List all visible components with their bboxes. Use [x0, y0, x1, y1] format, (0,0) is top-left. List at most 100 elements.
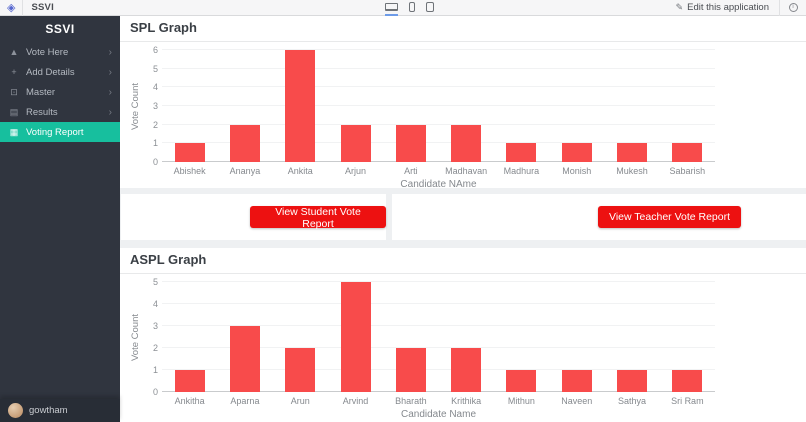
y-tick-label: 5: [152, 277, 158, 287]
topbar-divider: [22, 0, 24, 16]
x-tick-label: Sathya: [618, 396, 647, 406]
gridline: [162, 86, 715, 88]
ballot-icon: ▲: [9, 47, 19, 57]
desktop-view-icon[interactable]: [385, 0, 398, 16]
gridline: [162, 369, 715, 370]
y-tick-label: 2: [152, 343, 158, 353]
x-tick-label: Mukesh: [616, 166, 648, 176]
x-tick-label: Abishek: [173, 166, 206, 176]
x-tick-label: Arti: [404, 166, 418, 176]
master-icon: ⊡: [10, 86, 18, 97]
edit-application-button[interactable]: ✎ Edit this application: [666, 2, 779, 13]
y-tick-label: 5: [152, 63, 158, 74]
spl-graph-chart: Vote Count 0 1 2 3 4 5 6 Abishek Ananya Ankita Arju…: [120, 42, 806, 194]
bar-naveen: [561, 370, 592, 392]
y-tick-label: 1: [152, 365, 158, 375]
sidebar-user-footer[interactable]: gowtham: [0, 399, 120, 422]
bar-arti: [395, 124, 426, 162]
view-student-vote-report-button[interactable]: View Student Vote Report: [250, 206, 386, 230]
x-tick-label: Mithun: [507, 396, 535, 406]
app-logo-icon[interactable]: ◈: [7, 1, 16, 14]
info-icon: i: [788, 3, 798, 12]
sidebar-app-title: SSVI: [45, 22, 75, 36]
bar-mukesh: [617, 143, 648, 162]
bar-krithika: [451, 348, 482, 392]
sidebar-item-label: Add Details: [26, 66, 75, 78]
x-tick-label: Madhura: [503, 166, 540, 176]
x-tick-label: Madhavan: [445, 166, 488, 176]
spl-graph-card: SPL Graph Vote Count 0 1 2 3 4 5 6 Abishek Ananya…: [120, 16, 806, 190]
gridline: [162, 49, 715, 50]
sidebar-item-label: Results: [26, 106, 58, 118]
tablet-view-icon[interactable]: [426, 0, 434, 16]
phone-view-icon[interactable]: [409, 0, 415, 16]
gridline: [162, 281, 715, 282]
info-button[interactable]: i: [780, 0, 806, 15]
sidebar-item-vote-here[interactable]: ▲ Vote Here ›: [0, 42, 120, 62]
x-axis-line: [162, 161, 715, 162]
y-tick-label: 6: [152, 45, 158, 55]
sidebar-item-results[interactable]: ▤ Results ›: [0, 102, 120, 122]
bars-container: [162, 282, 715, 392]
main-content: SPL Graph Vote Count 0 1 2 3 4 5 6 Abishek Ananya…: [120, 16, 806, 422]
x-axis-label: Candidate NAme: [400, 179, 477, 190]
x-axis-label: Candidate Name: [400, 409, 477, 420]
bar-arun: [285, 348, 316, 392]
bar-ananya: [229, 124, 260, 162]
bar-arvind: [340, 282, 371, 392]
pencil-icon: ✎: [675, 2, 684, 12]
bar-sabarish: [672, 143, 703, 162]
voting-report-icon: ▦: [9, 126, 19, 137]
x-axis-line: [162, 391, 715, 392]
bar-sathya: [617, 370, 648, 392]
top-bar: ◈ SSVI ✎ Edit this application i: [0, 0, 806, 16]
x-tick-label: Arjun: [345, 166, 367, 176]
bar-madhura: [506, 143, 537, 162]
aspl-graph-title: ASPL Graph: [130, 252, 207, 267]
aspl-graph-chart: Vote Count 0 1 2 3 4 5 Ankitha Aparna Arun Arvind B…: [120, 274, 806, 422]
teacher-report-card: View Teacher Vote Report: [392, 194, 806, 240]
gridline: [162, 347, 715, 348]
sidebar-item-label: Master: [26, 86, 56, 98]
gridline: [162, 105, 715, 106]
add-details-icon: +: [11, 67, 17, 77]
bar-madhavan: [451, 124, 482, 162]
spl-graph-header: SPL Graph: [120, 16, 806, 42]
sidebar: SSVI ▲ Vote Here › + Add Details › ⊡ Master › ▤ Re…: [0, 16, 120, 422]
sidebar-item-label: Voting Report: [26, 126, 84, 138]
plot-area: 0 1 2 3 4 5: [153, 277, 715, 397]
bar-monish: [561, 143, 592, 162]
app-name: SSVI: [31, 2, 54, 13]
x-tick-label: Sri Ram: [671, 396, 704, 406]
x-tick-label: Ananya: [229, 166, 261, 176]
bar-ankitha: [174, 370, 205, 392]
x-tick-label: Arun: [290, 396, 310, 406]
sidebar-item-add-details[interactable]: + Add Details ›: [0, 62, 120, 82]
x-tick-label: Bharath: [395, 396, 427, 406]
x-tick-label: Aparna: [230, 396, 260, 406]
bar-arjun: [340, 124, 371, 162]
x-tick-label: Krithika: [451, 396, 482, 406]
x-tick-label: Monish: [562, 166, 592, 176]
plot-area: 0 1 2 3 4 5 6: [153, 45, 715, 167]
sidebar-item-voting-report[interactable]: ▦ Voting Report: [0, 122, 120, 142]
gridline: [162, 123, 715, 125]
bar-aparna: [229, 326, 260, 392]
sidebar-item-master[interactable]: ⊡ Master ›: [0, 82, 120, 102]
sidebar-item-label: Vote Here: [26, 46, 69, 58]
y-axis-label: Vote Count: [130, 82, 141, 130]
x-tick-label: Arvind: [342, 396, 369, 406]
y-tick-label: 4: [152, 299, 158, 309]
edit-application-label: Edit this application: [687, 2, 769, 13]
user-avatar: [8, 403, 23, 418]
student-report-card: View Student Vote Report: [121, 194, 386, 240]
bar-sri-ram: [672, 370, 703, 392]
sidebar-menu: ▲ Vote Here › + Add Details › ⊡ Master › ▤ Results…: [0, 42, 120, 142]
view-teacher-vote-report-button[interactable]: View Teacher Vote Report: [598, 206, 742, 228]
spl-graph-title: SPL Graph: [130, 20, 197, 35]
bar-mithun: [506, 370, 537, 392]
gridline: [162, 303, 715, 304]
x-tick-label: Ankitha: [174, 396, 205, 406]
report-button-row: View Student Vote Report View Teacher Vo…: [120, 194, 806, 240]
bar-abishek: [174, 143, 205, 162]
